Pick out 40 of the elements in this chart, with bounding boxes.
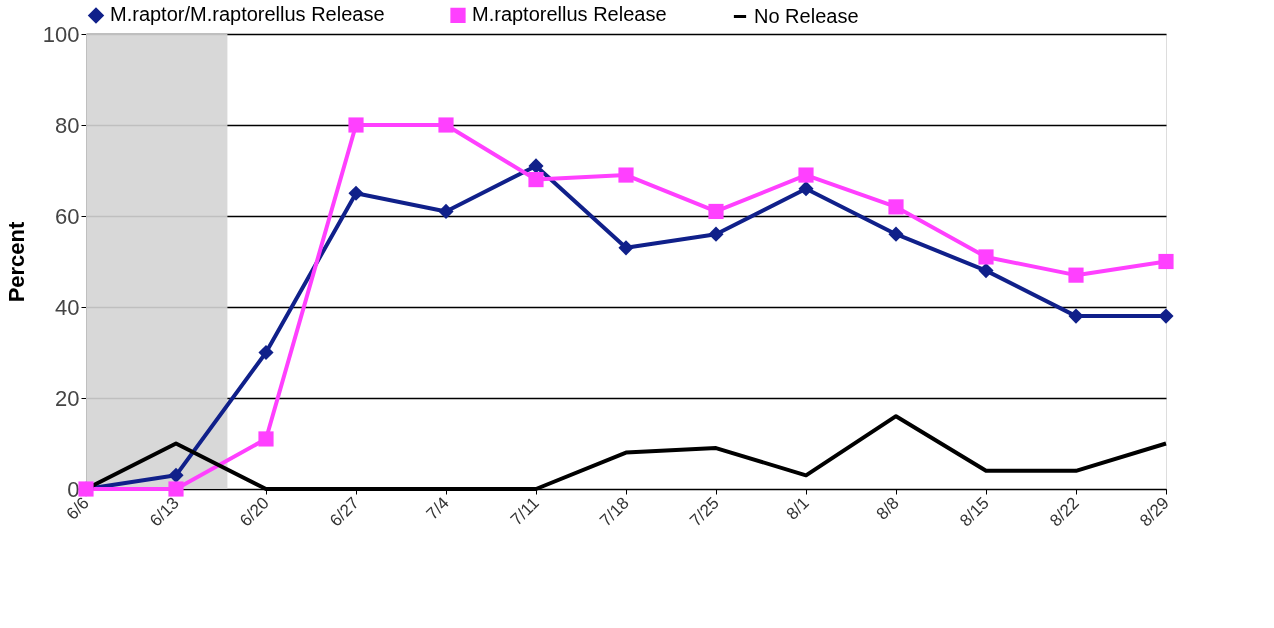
x-tick-label: 7/18 <box>596 493 633 531</box>
point <box>618 240 634 256</box>
legend-label: M.raptor/M.raptorellus Release <box>110 3 385 26</box>
point <box>888 199 904 215</box>
x-tick-label: 8/29 <box>1136 493 1173 531</box>
point <box>618 167 634 183</box>
point <box>888 226 904 242</box>
legend-label: No Release <box>754 4 859 27</box>
point <box>978 263 994 279</box>
point <box>528 158 544 174</box>
point <box>168 467 184 483</box>
point <box>1158 253 1174 270</box>
point <box>1068 267 1084 283</box>
point <box>168 481 184 497</box>
point <box>798 167 814 183</box>
point <box>438 117 454 133</box>
point <box>348 185 364 201</box>
point <box>1068 308 1084 324</box>
y-tick-label: 100 <box>42 21 80 47</box>
point <box>528 172 544 188</box>
x-tick-label: 7/4 <box>422 493 453 524</box>
point <box>978 249 994 265</box>
point <box>798 181 814 197</box>
y-tick-label: 60 <box>55 203 80 229</box>
y-tick-label: 80 <box>55 112 80 138</box>
y-tick-label: 40 <box>55 294 80 320</box>
y-axis-title: Percent <box>3 220 29 303</box>
legend-label: M.raptorellus Release <box>472 3 667 26</box>
x-tick-label: 8/8 <box>872 493 903 524</box>
x-tick-label: 7/11 <box>506 493 543 530</box>
point <box>348 117 364 133</box>
point <box>708 226 724 242</box>
x-tick-label: 7/25 <box>686 493 723 531</box>
point <box>258 344 274 361</box>
y-tick-label: 20 <box>55 385 80 411</box>
point <box>258 431 274 447</box>
point <box>708 203 724 220</box>
x-tick-label: 8/1 <box>782 493 813 524</box>
point <box>1158 308 1174 324</box>
point <box>438 203 454 220</box>
